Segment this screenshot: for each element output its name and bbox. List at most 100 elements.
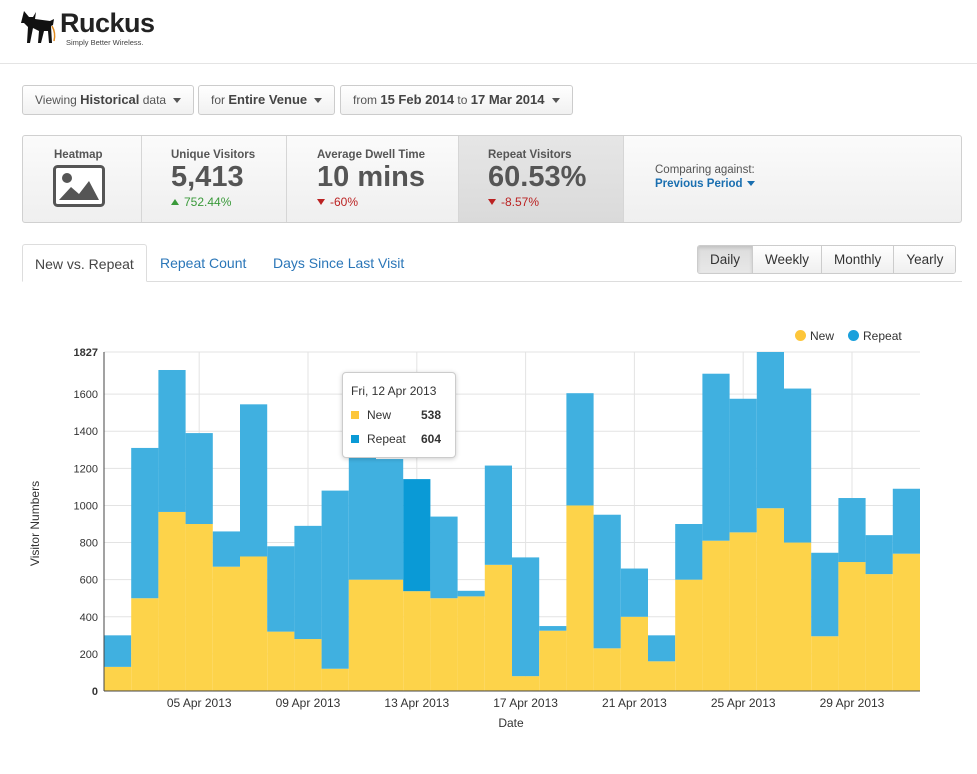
heatmap-stat[interactable]: Heatmap: [23, 136, 142, 222]
period-yearly-button[interactable]: Yearly: [894, 246, 956, 273]
bar-new: [158, 511, 186, 691]
viewing-dropdown[interactable]: Viewing Historical data: [22, 85, 195, 115]
repeat-visitors-stat[interactable]: Repeat Visitors 60.53% -8.57%: [459, 136, 624, 222]
date-range-dropdown[interactable]: from 15 Feb 2014 to 17 Mar 2014: [340, 85, 573, 115]
x-tick-label: 25 Apr 2013: [711, 696, 776, 710]
bar-new: [729, 532, 757, 691]
bar-repeat: [267, 546, 295, 632]
bar-new: [131, 598, 159, 691]
tooltip-row-repeat: Repeat 604: [351, 432, 449, 446]
bar-repeat: [158, 369, 186, 512]
arrow-up-icon: [171, 199, 179, 205]
visitor-chart: 0 200 400 600 800 1000 1200 1400 1600 1827 05 Apr …: [28, 347, 920, 730]
compare-period-value: Previous Period: [655, 178, 743, 190]
bar-new: [593, 648, 621, 691]
period-daily-button[interactable]: Daily: [698, 246, 754, 273]
bar-repeat: [240, 404, 268, 557]
y-tick-label: 0: [92, 686, 98, 698]
tab-repeat-count[interactable]: Repeat Count: [160, 255, 247, 271]
tab-new-vs-repeat[interactable]: New vs. Repeat: [22, 244, 147, 282]
bar-new: [267, 631, 295, 691]
venue-dropdown[interactable]: for Entire Venue: [198, 85, 336, 115]
bar-new: [620, 616, 648, 691]
unique-visitors-stat[interactable]: Unique Visitors 5,413 752.44%: [142, 136, 287, 222]
bar-new: [702, 540, 730, 691]
tooltip-row-new: New 538: [351, 408, 449, 422]
legend-repeat-label: Repeat: [863, 329, 902, 343]
bar-repeat: [593, 514, 621, 649]
bar-repeat: [756, 352, 784, 509]
brand-name: Ruckus: [60, 8, 155, 38]
bar-new: [675, 579, 703, 691]
bar-new: [648, 661, 676, 691]
bar-new: [539, 630, 567, 691]
bar-new: [865, 574, 893, 691]
heatmap-label: Heatmap: [54, 149, 103, 161]
tooltip-new-label: New: [367, 408, 392, 422]
bar-repeat: [539, 626, 567, 631]
period-monthly-button[interactable]: Monthly: [822, 246, 895, 273]
tab-days-since-last-visit[interactable]: Days Since Last Visit: [273, 255, 405, 271]
legend-repeat[interactable]: Repeat: [848, 329, 902, 343]
bar-repeat: [457, 590, 485, 597]
chevron-down-icon: [551, 98, 560, 104]
tab-divider: [22, 281, 962, 282]
x-tick-label: 05 Apr 2013: [167, 696, 232, 710]
y-tick-label: 400: [80, 612, 98, 624]
tooltip-repeat-label: Repeat: [367, 432, 406, 446]
bar-repeat: [675, 524, 703, 580]
legend-new-label: New: [810, 329, 835, 343]
dwell-time-stat[interactable]: Average Dwell Time 10 mins -60%: [287, 136, 459, 222]
bar-new: [430, 598, 458, 691]
to-date: 17 Mar 2014: [470, 92, 545, 107]
repeat-visitors-value: 60.53%: [488, 161, 587, 193]
y-tick-label: 200: [80, 649, 98, 661]
ruckus-dog-logo-icon: [21, 11, 56, 43]
bar-new: [838, 562, 866, 691]
bar-repeat: [104, 635, 132, 667]
from-prefix: from: [353, 93, 377, 107]
unique-visitors-value: 5,413: [171, 161, 244, 193]
compare-period-dropdown[interactable]: Previous Period: [655, 178, 755, 190]
legend-new[interactable]: New: [795, 329, 834, 343]
dwell-time-label: Average Dwell Time: [317, 149, 426, 161]
bar-new: [240, 556, 268, 691]
chevron-down-icon: [173, 98, 182, 104]
chart-tooltip: Fri, 12 Apr 2013 New 538 Repeat 604: [342, 372, 456, 458]
bar-new: [892, 553, 920, 691]
bar-new: [784, 542, 812, 691]
bar-new: [512, 676, 540, 691]
from-date: 15 Feb 2014: [380, 92, 455, 107]
legend-new-dot-icon: [795, 330, 806, 341]
bar-repeat: [838, 498, 866, 563]
bar-new: [484, 564, 512, 691]
bar-repeat: [648, 635, 676, 662]
tooltip-title: Fri, 12 Apr 2013: [351, 384, 437, 398]
bar-repeat: [294, 525, 322, 640]
repeat-visitors-delta: -8.57%: [488, 195, 539, 209]
chevron-down-icon: [314, 98, 323, 104]
chevron-down-icon: [746, 181, 755, 187]
period-toggle: Daily Weekly Monthly Yearly: [697, 245, 957, 274]
bar-repeat: [321, 490, 349, 669]
y-tick-label: 1000: [74, 500, 98, 512]
x-tick-label: 09 Apr 2013: [276, 696, 341, 710]
period-weekly-button[interactable]: Weekly: [753, 246, 823, 273]
bar-repeat: [376, 459, 404, 580]
y-tick-label: 1600: [74, 389, 98, 401]
repeat-visitors-delta-value: -8.57%: [501, 195, 540, 209]
stats-bar: Heatmap Unique Visitors 5,413 752.44% Av…: [22, 135, 962, 223]
x-axis-title: Date: [498, 716, 524, 730]
bar-repeat: [892, 488, 920, 554]
viewing-value: Historical: [80, 92, 140, 107]
arrow-down-icon: [488, 199, 496, 205]
y-axis-title: Visitor Numbers: [28, 481, 42, 566]
x-tick-label: 17 Apr 2013: [493, 696, 558, 710]
bar-repeat: [566, 393, 594, 506]
bar-new: [185, 524, 213, 691]
bar-new: [212, 566, 240, 691]
bar-new: [321, 668, 349, 691]
unique-visitors-delta: 752.44%: [171, 195, 231, 209]
bar-repeat: [185, 433, 213, 525]
bar-repeat: [865, 535, 893, 575]
